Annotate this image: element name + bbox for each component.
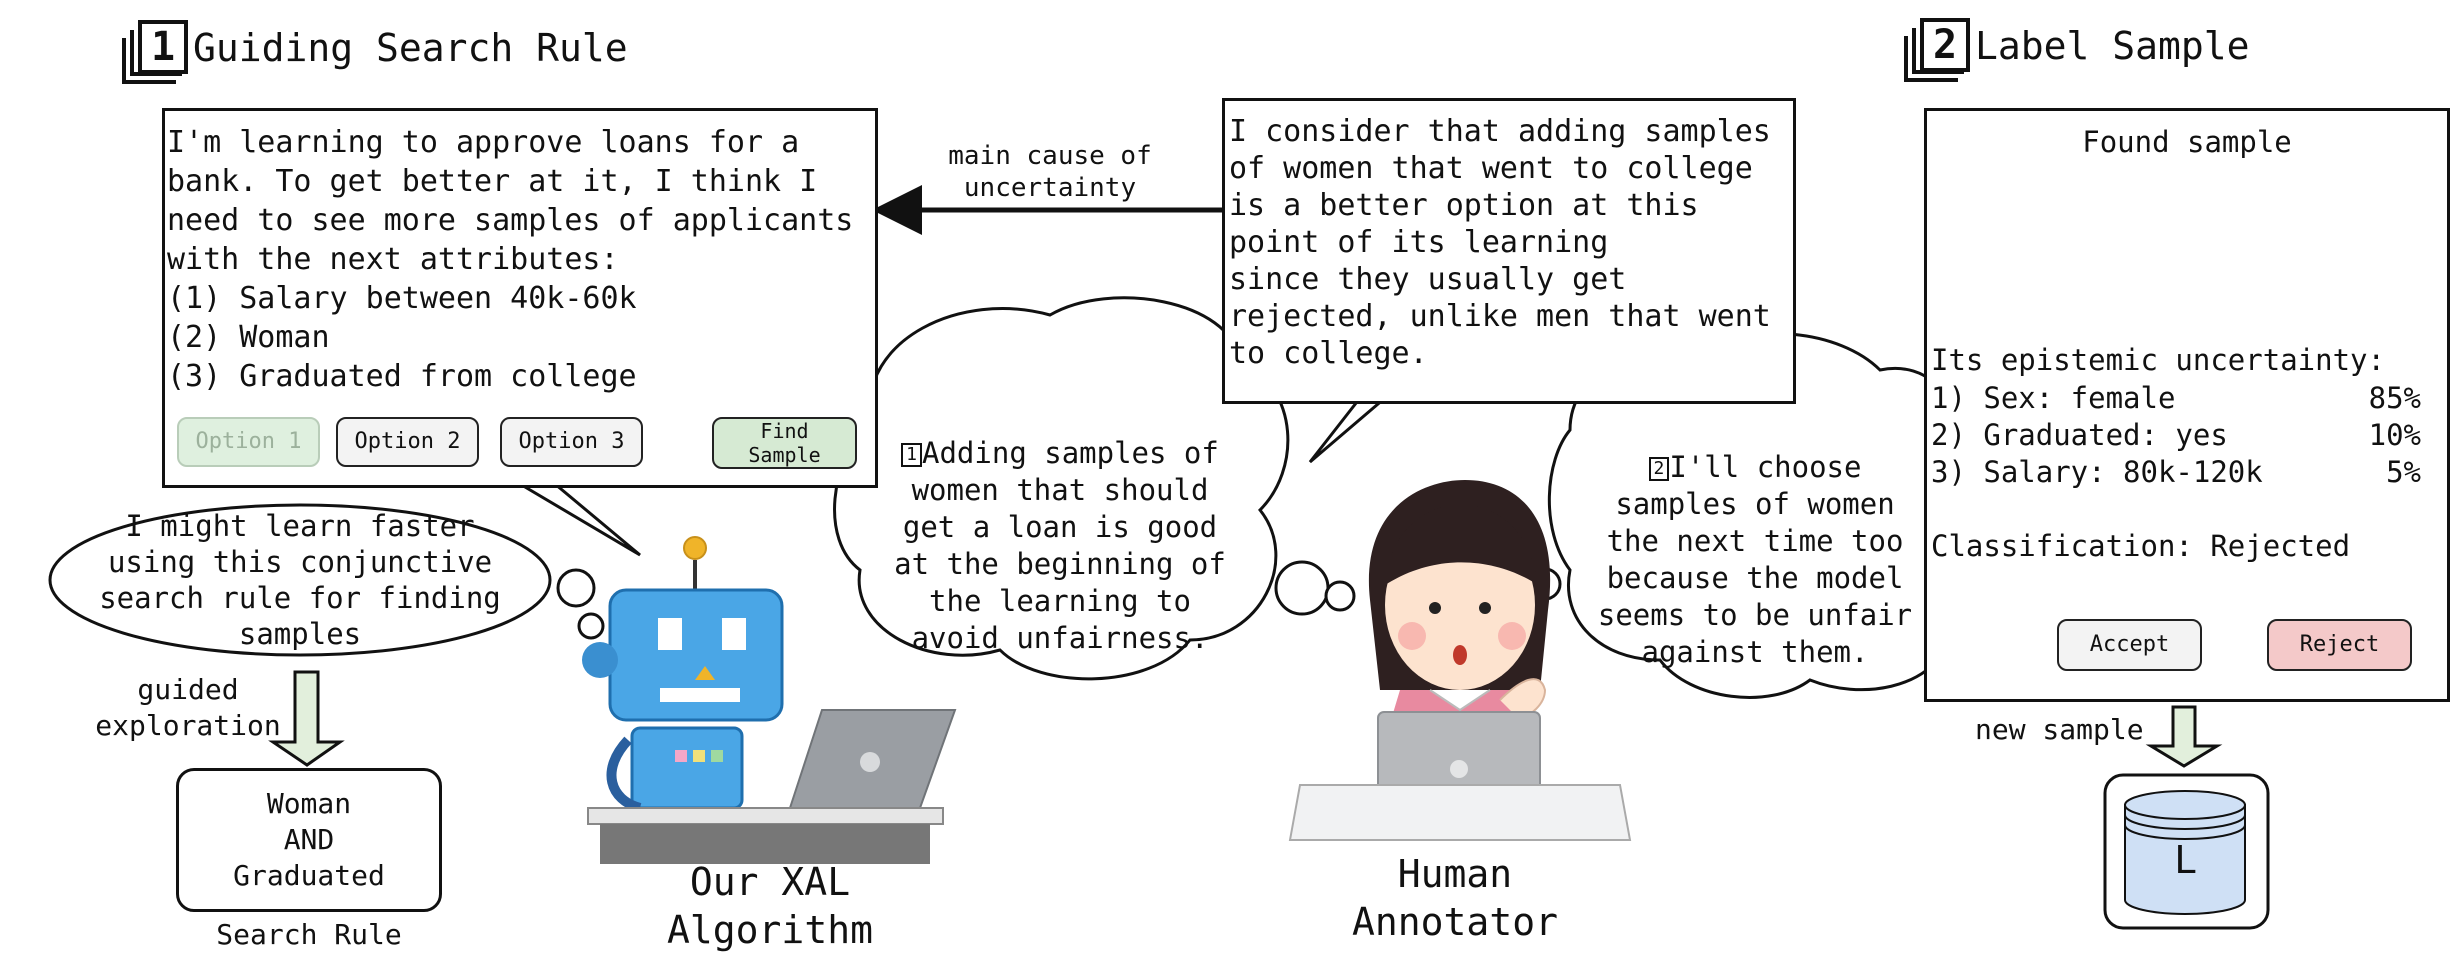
sample-panel: Found sample Its epistemic uncertainty: … — [1924, 108, 2450, 702]
new-sample-arrow — [2145, 705, 2223, 768]
thought-dot — [1324, 580, 1356, 612]
annotator-thought-cloud-1 — [833, 296, 1290, 681]
search-rule-caption: Search Rule — [216, 918, 402, 951]
option-3-button[interactable]: Option 3 — [500, 417, 643, 467]
found-sample-title: Found sample — [2082, 125, 2292, 159]
annotator-thought-1: 1 Adding samples of women that should get… — [860, 398, 1260, 657]
step1-number: 1 — [150, 24, 176, 70]
uncertainty-row: 2) Graduated: yes 10% — [1931, 418, 2421, 452]
dataset-label: L — [2174, 838, 2196, 882]
query-text: I'm learning to approve loans for a bank… — [167, 125, 854, 394]
step2-number: 2 — [1932, 22, 1958, 68]
explanation-text: I consider that adding samples of women … — [1229, 114, 1771, 371]
thought-1-text: Adding samples of women that should get … — [894, 436, 1226, 655]
thought-dot — [556, 568, 596, 608]
database-icon — [2103, 773, 2270, 930]
annotator-thought-2: 2 I'll choose samples of women the next t… — [1570, 412, 1940, 671]
search-rule-box: Woman AND Graduated — [176, 768, 442, 912]
uncertainty-row: 3) Salary: 80k-120k 5% — [1931, 455, 2421, 489]
algorithm-label: Our XAL Algorithm — [667, 860, 873, 952]
annotator-illustration — [1288, 480, 1632, 841]
step2-number-icon — [1904, 18, 1970, 82]
find-sample-button[interactable]: Find Sample — [712, 417, 857, 469]
annotator-label: Human Annotator — [1352, 852, 1558, 944]
guided-exploration-label: guided exploration — [95, 673, 281, 742]
arrow-label: main cause of uncertainty — [948, 141, 1152, 203]
option-1-button[interactable]: Option 1 — [177, 417, 320, 467]
thought-dot — [577, 612, 605, 640]
step2-title: Label Sample — [1975, 24, 2250, 68]
robot-thought-cloud — [48, 503, 552, 657]
thought-2-text: I'll choose samples of women the next ti… — [1597, 450, 1913, 669]
new-sample-label: new sample — [1975, 713, 2144, 746]
guided-arrow — [268, 670, 345, 767]
classification-text: Classification: Rejected — [1931, 529, 2351, 563]
uncertainty-row: 1) Sex: female 85% — [1931, 381, 2421, 415]
robot-illustration — [582, 536, 957, 864]
robot-thought-text: I might learn faster using this conjunct… — [99, 509, 501, 651]
speech-tail-explanation — [1308, 396, 1386, 464]
option-2-button[interactable]: Option 2 — [336, 417, 479, 467]
explanation-panel: I consider that adding samples of women … — [1222, 98, 1796, 404]
uncertainty-title: Its epistemic uncertainty: — [1931, 343, 2385, 377]
speech-tail-query — [519, 482, 641, 557]
accept-button[interactable]: Accept — [2057, 619, 2202, 671]
step1-title: Guiding Search Rule — [193, 26, 628, 70]
thought-2-badge: 2 — [1648, 457, 1670, 481]
thought-dot — [1274, 560, 1330, 616]
query-panel: I'm learning to approve loans for a bank… — [162, 108, 878, 488]
thought-1-badge: 1 — [901, 443, 923, 467]
reject-button[interactable]: Reject — [2267, 619, 2412, 671]
step1-number-icon — [122, 20, 188, 84]
